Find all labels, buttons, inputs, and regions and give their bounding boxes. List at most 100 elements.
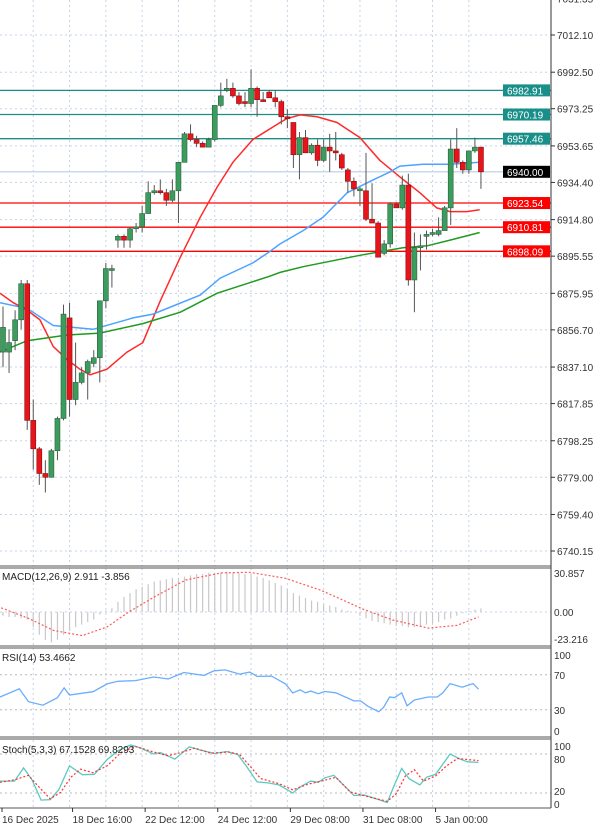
candle-bearish [278, 101, 285, 118]
rsi-title: RSI(14) 53.4662 [2, 653, 76, 664]
axis-background [552, 0, 600, 829]
macd-tick-label: 0.00 [554, 608, 574, 619]
candle-bullish [48, 450, 55, 478]
candle-bearish [163, 192, 170, 201]
y-tick-label: 6759.40 [557, 510, 594, 521]
candle-bearish [338, 154, 345, 169]
candle-bullish [429, 232, 436, 235]
candle-bearish [272, 97, 279, 102]
candle-bullish [18, 283, 24, 321]
grid [0, 0, 551, 807]
candle-bullish [441, 207, 448, 231]
candle-bullish [387, 203, 394, 245]
candle-bullish [218, 95, 224, 106]
candle-bullish [151, 190, 158, 193]
candle-bullish [381, 243, 387, 254]
candle-bullish [139, 213, 145, 228]
candle-bullish [308, 144, 315, 154]
rsi-line [0, 669, 479, 713]
candle-bullish [103, 268, 109, 302]
candle-bearish [230, 88, 236, 97]
x-tick-label: 24 Dec 12:00 [218, 815, 278, 826]
candle-bullish [399, 184, 406, 209]
y-tick-label: 6837.10 [557, 363, 594, 374]
y-tick-label: 6798.25 [557, 437, 594, 448]
y-tick-label: 7012.10 [557, 31, 594, 42]
candle-bearish [66, 317, 73, 400]
y-tick-label: 6973.25 [557, 105, 594, 116]
candle-bearish [236, 95, 242, 104]
candle-bearish [405, 184, 412, 281]
candle-bearish [121, 236, 127, 241]
candle-bullish [84, 361, 91, 374]
candle-bearish [42, 473, 49, 478]
candle-bullish [205, 139, 212, 148]
stochastic-title: Stoch(5,3,3) 67.1528 69.8293 [2, 745, 135, 756]
macd-tick-label: -23.216 [554, 635, 588, 646]
support-price-label: 6910.81 [507, 223, 544, 234]
candle-bearish [290, 122, 297, 156]
candle-bullish [435, 230, 442, 235]
resistance-price-label: 6970.19 [507, 111, 544, 122]
resistance-price-label: 6957.46 [507, 135, 544, 146]
candle-bullish [54, 418, 61, 452]
stochastic-tick-label: 0 [554, 800, 560, 811]
support-price-label: 6898.09 [507, 247, 544, 258]
rsi-tick-label: 100 [554, 651, 571, 662]
rsi-tick-label: 70 [554, 671, 566, 682]
candle-bearish [351, 180, 357, 190]
candle-bearish [453, 148, 460, 163]
candle-bullish [72, 382, 79, 400]
candle-bearish [199, 143, 206, 148]
current-price-label: 6940.00 [507, 168, 544, 179]
candle-bullish [466, 150, 472, 171]
resistance-price-tag [503, 84, 550, 97]
candle-bearish [254, 88, 260, 101]
rsi-tick-label: 0 [554, 727, 560, 738]
candle-bearish [302, 137, 309, 154]
y-tick-label: 6992.50 [557, 68, 594, 79]
candle-bullish [357, 188, 363, 192]
candle-bearish [363, 190, 369, 220]
candle-bullish [90, 357, 97, 364]
stochastic-signal-line [0, 745, 479, 802]
candle-bullish [411, 247, 418, 281]
y-tick-label: 6895.55 [557, 252, 594, 263]
x-tick-label: 22 Dec 12:00 [145, 815, 205, 826]
y-tick-label: 6875.95 [557, 289, 594, 300]
candle-bearish [393, 203, 400, 209]
candle-bullish [320, 146, 327, 161]
candle-bullish [145, 192, 151, 214]
stochastic-tick-label: 20 [554, 787, 566, 798]
candle-bullish [133, 226, 139, 230]
price-tags: 6982.91 6970.19 6957.46 6923.54 6910.81 6898.… [503, 84, 550, 258]
price-axis: 7031.35 7012.10 6992.50 6973.25 6953.65 6934.… [551, 0, 600, 829]
candle-bullish [115, 236, 121, 241]
candle-bearish [478, 146, 484, 173]
candle-bullish [211, 105, 218, 140]
candle-bearish [157, 190, 164, 193]
macd-signal-line [0, 571, 479, 637]
candle-bullish [472, 146, 478, 152]
candle-bullish [169, 190, 176, 201]
candle-bearish [242, 101, 248, 104]
candle-bearish [326, 146, 333, 152]
y-tick-label: 6856.70 [557, 326, 594, 337]
stochastic-main-line [0, 744, 479, 804]
candle-bearish [375, 222, 381, 258]
candle-bearish [369, 218, 375, 224]
candle-bearish [266, 91, 273, 99]
x-tick-label: 18 Dec 16:00 [73, 815, 133, 826]
candle-bullish [60, 313, 67, 419]
y-tick-label: 6934.40 [557, 178, 594, 189]
candle-bearish [284, 116, 291, 119]
macd-panel [0, 571, 482, 643]
candle-bearish [187, 133, 194, 140]
candle-bearish [24, 283, 31, 421]
rsi-tick-label: 30 [554, 706, 566, 717]
candle-bullish [296, 137, 303, 156]
y-tick-label: 7031.35 [557, 0, 594, 5]
candle-bullish [12, 319, 18, 341]
candle-bullish [97, 300, 103, 359]
